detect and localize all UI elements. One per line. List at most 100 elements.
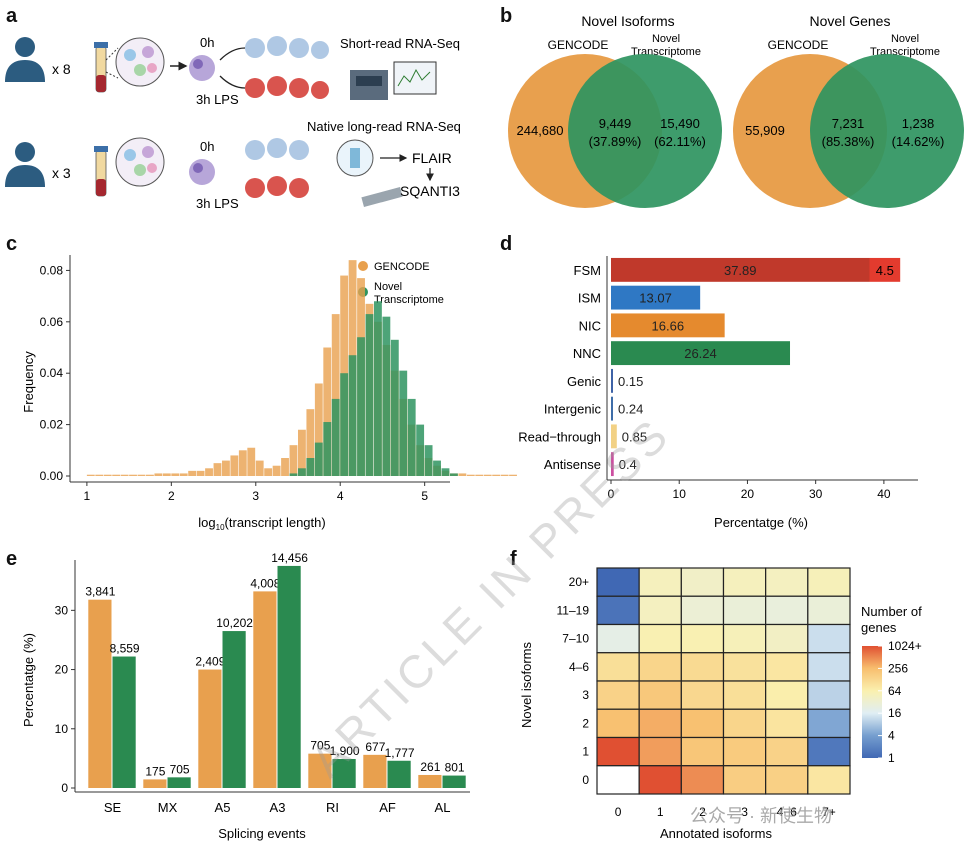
bar-novel bbox=[387, 760, 411, 788]
legend-title: Number of bbox=[861, 604, 922, 619]
x-axis-label: log10(transcript length) bbox=[198, 515, 325, 532]
donor-count-top: x 8 bbox=[52, 61, 71, 77]
heatmap-cell bbox=[680, 652, 725, 682]
heatmap-cell bbox=[680, 623, 725, 654]
category-label: NNC bbox=[573, 346, 601, 361]
bar-novel bbox=[442, 775, 466, 788]
histogram-bar bbox=[171, 473, 180, 476]
category-label: Antisense bbox=[544, 457, 601, 472]
x-tick-label: 2 bbox=[699, 805, 706, 819]
bar-value-label: 8,559 bbox=[110, 642, 140, 656]
histogram-bar bbox=[103, 474, 112, 476]
bar-value-label: 37.89 bbox=[724, 263, 757, 278]
histogram-bar bbox=[222, 460, 230, 476]
venn-set-label: Novel bbox=[652, 33, 680, 45]
bar-novel bbox=[112, 656, 136, 788]
heatmap-cell bbox=[722, 736, 767, 767]
length-histogram: Frequency log10(transcript length) GENCO… bbox=[21, 255, 517, 532]
panel-letter-d: d bbox=[500, 233, 512, 255]
histogram-bar bbox=[492, 474, 501, 476]
cell-mixture-icon bbox=[115, 137, 165, 187]
x-tick-label: 1 bbox=[657, 805, 664, 819]
histogram-bar bbox=[441, 468, 450, 476]
x-tick-label: 30 bbox=[809, 487, 823, 501]
y-tick-label: 0.08 bbox=[40, 263, 64, 277]
y-tick-label: 0.04 bbox=[40, 366, 64, 380]
resting-cells-icon bbox=[245, 36, 329, 59]
histogram-bar bbox=[298, 429, 306, 476]
y-tick-label: 30 bbox=[55, 603, 69, 617]
panel-letter-a: a bbox=[6, 5, 18, 27]
heatmap-cell bbox=[596, 652, 640, 682]
heatmap-cell bbox=[765, 736, 809, 767]
histogram-bar bbox=[230, 455, 239, 476]
heatmap-cell bbox=[722, 708, 767, 739]
monocyte-icon bbox=[189, 55, 215, 81]
bar-value-label: 0.15 bbox=[618, 374, 643, 389]
venn-value: 9,449 bbox=[599, 116, 632, 131]
flair-label: FLAIR bbox=[412, 150, 452, 166]
panel-letter-c: c bbox=[6, 233, 17, 255]
histogram-bar bbox=[433, 460, 441, 476]
bar-novel bbox=[167, 777, 191, 788]
category-label: ISM bbox=[578, 291, 601, 306]
y-axis-label: Percentatge (%) bbox=[21, 633, 36, 727]
heatmap-cell bbox=[807, 567, 851, 597]
bar-gencode bbox=[418, 774, 442, 788]
heatmap-cell bbox=[638, 708, 682, 739]
heatmap-cell bbox=[596, 736, 640, 767]
heatmap-cell bbox=[638, 623, 682, 654]
y-tick-label: 3 bbox=[582, 688, 589, 702]
heatmap-cell bbox=[807, 680, 851, 710]
bar-value-label: 705 bbox=[310, 739, 330, 753]
bar-value-label: 0.4 bbox=[619, 457, 637, 472]
arrow-icon bbox=[219, 47, 246, 61]
histogram-bar bbox=[483, 474, 492, 476]
legend-tick-label: 1 bbox=[888, 751, 895, 765]
heatmap-cell bbox=[722, 652, 767, 682]
venn-circle-novel bbox=[810, 54, 964, 208]
histogram-bar bbox=[323, 422, 332, 476]
cell-mixture-icon bbox=[105, 37, 165, 87]
y-tick-label: 0.00 bbox=[40, 469, 64, 483]
x-tick-label: A5 bbox=[215, 800, 231, 815]
heatmap-cell bbox=[638, 736, 682, 767]
heatmap-cell bbox=[765, 567, 809, 597]
bar-value-label: 705 bbox=[170, 762, 190, 776]
heatmap-cell bbox=[596, 595, 640, 626]
histogram-bar bbox=[129, 474, 137, 476]
heatmap-cell bbox=[807, 595, 851, 626]
time-3h-bottom: 3h LPS bbox=[196, 196, 239, 211]
histogram-bar bbox=[306, 458, 315, 476]
histogram-bar bbox=[86, 474, 95, 476]
bar-value-label: 175 bbox=[145, 764, 165, 778]
histogram-bar bbox=[162, 473, 171, 476]
bar-value-label: 801 bbox=[445, 761, 465, 775]
heatmap-cell bbox=[680, 567, 725, 597]
x-tick-label: AL bbox=[435, 800, 451, 815]
histogram-bar bbox=[112, 474, 121, 476]
panel-letter-b: b bbox=[500, 5, 512, 27]
legend-label: Novel bbox=[374, 281, 402, 293]
histogram-bar bbox=[357, 337, 365, 476]
bar-nnc bbox=[611, 341, 791, 366]
x-tick-label: 3 bbox=[252, 489, 259, 503]
bar-gencode bbox=[363, 754, 387, 788]
x-tick-label: 10 bbox=[673, 487, 687, 501]
x-tick-label: 3 bbox=[741, 805, 748, 819]
x-tick-label: 2 bbox=[168, 489, 175, 503]
y-tick-label: 20 bbox=[55, 663, 69, 677]
venn-value: (14.62%) bbox=[892, 134, 945, 149]
bar-value-label: 0.85 bbox=[622, 429, 647, 444]
histogram-bar bbox=[289, 473, 298, 476]
histogram-bar bbox=[281, 458, 289, 476]
heatmap-cell bbox=[596, 623, 640, 654]
legend-title: genes bbox=[861, 620, 897, 635]
bar-gencode bbox=[308, 753, 332, 788]
x-tick-label: 7+ bbox=[822, 805, 836, 819]
heatmap-cell bbox=[765, 623, 809, 654]
heatmap-cell bbox=[722, 623, 767, 654]
bar-value-label: 10,202 bbox=[216, 616, 253, 630]
blood-tube-icon bbox=[94, 42, 108, 93]
stimulated-cells-icon bbox=[245, 176, 309, 198]
